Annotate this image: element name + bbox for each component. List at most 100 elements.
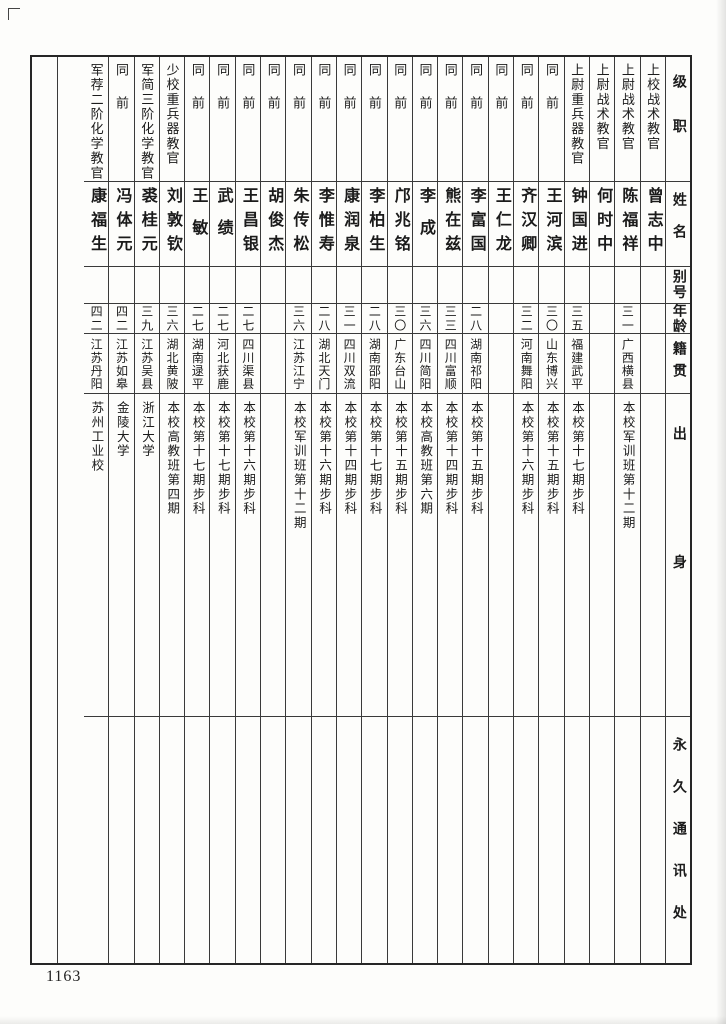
- cell-name-text: 李柏生: [366, 187, 384, 259]
- cell-name: 钟国进: [564, 182, 589, 267]
- cell-age: 二八: [311, 304, 336, 334]
- cell-name: 王仁龙: [488, 182, 514, 267]
- cell-name: 李柏生: [362, 182, 387, 267]
- cell-name-text: 王仁龙: [492, 187, 510, 259]
- cell-origin-text: 本校第十七期步科: [215, 401, 230, 516]
- cell-origin: [640, 394, 665, 717]
- cell-age: [488, 304, 514, 334]
- cell-address: [489, 717, 513, 967]
- row-header-age: 年龄: [665, 304, 690, 334]
- cell-address: [185, 717, 209, 967]
- cell-native-text: 湖南邵阳: [367, 338, 382, 391]
- person-column: 同前 武绩 二七 河北获鹿 本校第十七期步科: [209, 57, 235, 963]
- cell-address: [109, 717, 133, 967]
- cell-origin-text: 本校第十六期步科: [317, 401, 332, 516]
- cell-native: 湖北天门: [311, 334, 336, 394]
- cell-age-text: 三二: [519, 304, 534, 333]
- cell-origin: 苏州工业校: [84, 394, 109, 717]
- cell-address: [286, 717, 310, 967]
- cell-name: 李惟寿: [311, 182, 336, 267]
- cell-alias: [615, 267, 640, 304]
- row-header-rank: 级职: [665, 57, 690, 182]
- row-header-name: 姓名: [665, 182, 690, 267]
- row-header-alias: 别号: [665, 267, 690, 304]
- cell-rank-text: 少校重兵器教官: [164, 63, 180, 166]
- cell-age: 三六: [412, 304, 438, 334]
- cell-origin: 本校第十六期步科: [311, 394, 336, 717]
- cell-rank-text: 同前: [189, 63, 205, 130]
- cell-rank-text: 同前: [442, 63, 458, 130]
- cell-name: 王昌银: [235, 182, 261, 267]
- cell-alias: [640, 267, 665, 304]
- cell-native-text: 湖北黄陂: [165, 338, 180, 391]
- cell-name-text: 康润泉: [341, 187, 359, 259]
- cell-origin: 本校第十七期步科: [362, 394, 387, 717]
- cell-origin: 浙江大学: [134, 394, 159, 717]
- cell-origin: 本校第十七期步科: [210, 394, 235, 717]
- cell-alias: [311, 267, 336, 304]
- cell-name-text: 武绩: [214, 187, 232, 251]
- cell-origin-text: 本校第十七期步科: [190, 401, 205, 516]
- cell-origin-text: 本校第十五期步科: [544, 401, 559, 516]
- cell-alias: [336, 267, 362, 304]
- cell-age: [589, 304, 615, 334]
- cell-address: [438, 717, 462, 967]
- cell-name-text: 齐汉卿: [518, 187, 536, 259]
- cell-native: 湖北黄陂: [159, 334, 185, 394]
- cell-age-text: 三三: [443, 304, 458, 333]
- cell-native: 福建武平: [564, 334, 589, 394]
- cell-age: 三〇: [539, 304, 564, 334]
- cell-rank-text: 军荐二阶化学教官: [88, 63, 104, 181]
- row-header-label: 籍贯: [670, 341, 686, 386]
- cell-rank: 军简三阶化学教官: [134, 57, 159, 182]
- cell-native: 湖南逯平: [185, 334, 210, 394]
- cell-age: 二七: [210, 304, 235, 334]
- cell-address: [312, 717, 336, 967]
- cell-age-text: 二八: [316, 304, 331, 333]
- cell-rank: 上尉重兵器教官: [564, 57, 589, 182]
- cell-rank: 同前: [387, 57, 412, 182]
- cell-rank: 上尉战术教官: [589, 57, 615, 182]
- cell-name-text: 胡俊杰: [265, 187, 283, 259]
- cell-origin-text: 苏州工业校: [89, 401, 104, 473]
- cell-age: 三〇: [387, 304, 412, 334]
- cell-age: 二八: [362, 304, 387, 334]
- person-column: 同前 李成 三六 四川简阳 本校高教班第六期: [411, 57, 438, 963]
- cell-native: [640, 334, 665, 394]
- cell-name-text: 李富国: [467, 187, 485, 259]
- cell-name: 陈福祥: [615, 182, 640, 267]
- cell-origin: [261, 394, 286, 717]
- cell-address: [539, 717, 563, 967]
- cell-alias: [387, 267, 412, 304]
- cell-alias: [159, 267, 185, 304]
- cell-rank: 同前: [438, 57, 463, 182]
- cell-name-text: 冯体元: [113, 187, 131, 259]
- cell-name-text: 裘桂元: [138, 187, 156, 259]
- row-header-column: 级职 姓名 别号 年龄 籍贯 出身 永久通讯处: [664, 57, 690, 963]
- cell-native: 湖南邵阳: [362, 334, 387, 394]
- person-column: 同前 李富国 二八 湖南祁阳 本校第十五期步科: [462, 57, 488, 963]
- cell-origin: 本校第十七期步科: [185, 394, 210, 717]
- cell-alias: [412, 267, 438, 304]
- person-column: 同前 李柏生 二八 湖南邵阳 本校第十七期步科: [361, 57, 387, 963]
- cell-rank-text: 同前: [543, 63, 559, 130]
- cell-origin: 本校军训班第十二期: [615, 394, 640, 717]
- person-column: 同前 熊在兹 三三 四川富顺 本校第十四期步科: [437, 57, 463, 963]
- cell-address: [135, 717, 159, 967]
- cell-age: 二七: [235, 304, 261, 334]
- cell-rank: 同前: [109, 57, 134, 182]
- cell-alias: [463, 267, 488, 304]
- cell-name: 王河滨: [539, 182, 564, 267]
- row-header-label: 年龄: [670, 304, 686, 334]
- cell-native-text: 江苏丹阳: [89, 338, 104, 391]
- row-header-label: 级职: [670, 74, 686, 164]
- cell-age: 三五: [564, 304, 589, 334]
- cell-rank-text: 同前: [240, 63, 256, 130]
- cell-rank: 同前: [286, 57, 311, 182]
- scan-edge-shadow-right: [716, 0, 726, 1024]
- empty-margin-column: [57, 57, 84, 963]
- cell-name: 王敏: [185, 182, 210, 267]
- cell-native: 江苏江宁: [286, 334, 311, 394]
- cell-native: [261, 334, 286, 394]
- person-column: 同前 冯体元 四二 江苏如皋 金陵大学: [108, 57, 134, 963]
